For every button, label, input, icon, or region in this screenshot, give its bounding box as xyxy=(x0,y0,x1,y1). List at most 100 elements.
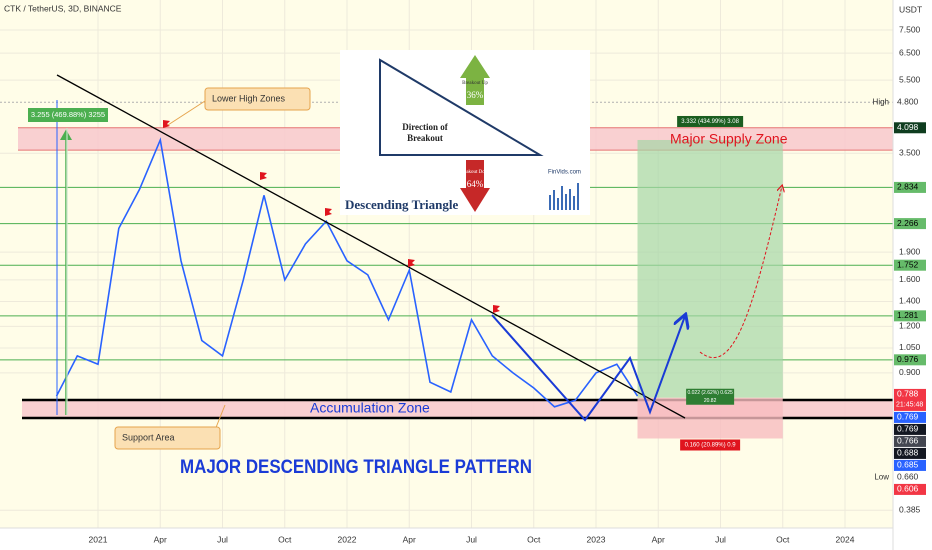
flag xyxy=(163,120,170,128)
target-label-box xyxy=(677,115,744,127)
y-tick-label: 0.900 xyxy=(899,367,921,377)
price-label: 0.685 xyxy=(897,460,919,470)
inset-text: Direction of xyxy=(402,122,449,132)
price-label-box xyxy=(894,259,926,271)
y-tick-label: 1.200 xyxy=(899,321,921,331)
price-label-box xyxy=(894,471,926,483)
x-tick-label: 2021 xyxy=(89,534,108,544)
zone-label: Accumulation Zone xyxy=(310,400,430,416)
price-label: 0.688 xyxy=(897,448,919,458)
countdown: 21:45:48 xyxy=(896,401,923,408)
price-label: 0.606 xyxy=(897,484,919,494)
x-tick-label: Oct xyxy=(776,534,790,544)
y-tick-label: 3.500 xyxy=(899,148,921,158)
y-tick-label: 0.385 xyxy=(899,505,921,515)
projection-zigzag xyxy=(491,315,685,422)
inset-text: 36% xyxy=(467,90,484,100)
y-tick-label: 1.600 xyxy=(899,274,921,284)
price-label-box xyxy=(894,459,926,471)
callout-box xyxy=(204,87,311,111)
y-tick-label: 6.500 xyxy=(899,47,921,57)
stop-label: 0.160 (20.89%) 0.9 xyxy=(685,443,737,449)
price-label-box xyxy=(894,447,926,459)
measure-label-box xyxy=(28,108,108,122)
trend-line xyxy=(56,74,686,419)
price-label-box xyxy=(894,483,926,495)
price-label-box xyxy=(894,122,926,134)
x-tick-label: Apr xyxy=(403,534,416,544)
price-label: 0.788 xyxy=(897,389,919,399)
stop-label-box xyxy=(680,439,741,451)
drawings: Lower High Zones Support Area 3.255 (469… xyxy=(28,74,782,478)
price-label: 2.834 xyxy=(897,182,919,192)
price-label-box xyxy=(894,411,926,423)
price-label-box xyxy=(894,181,926,193)
flag xyxy=(325,208,332,216)
measure-label: 3.255 (469.88%) 3255 xyxy=(31,110,105,119)
inset-down-arrow xyxy=(460,160,490,212)
inset-logo xyxy=(549,183,579,210)
price-label: 1.752 xyxy=(897,259,919,269)
callout-box xyxy=(114,426,221,450)
price-label: 0.766 xyxy=(897,436,919,446)
price-label: 1.281 xyxy=(897,310,919,320)
flags xyxy=(163,120,500,313)
x-tick-label: 2023 xyxy=(587,534,606,544)
y-tick-label: 1.050 xyxy=(899,342,921,352)
x-tick-label: 2022 xyxy=(338,534,357,544)
currency: USDT xyxy=(899,4,922,14)
price-label: 0.769 xyxy=(897,412,919,422)
price-label-box xyxy=(894,96,926,108)
callout-text: Support Area xyxy=(122,432,175,442)
callout-text: Lower High Zones xyxy=(212,93,286,103)
x-tick-label: 2024 xyxy=(836,534,855,544)
y-tick-label: 1.900 xyxy=(899,246,921,256)
x-tick-label: Jul xyxy=(466,534,477,544)
price-tag: Low xyxy=(874,473,889,482)
y-tick-label: 7.500 xyxy=(899,24,921,34)
x-tick-label: Apr xyxy=(154,534,167,544)
zone-label: Major Supply Zone xyxy=(670,130,788,146)
price-label: 0.660 xyxy=(897,472,919,482)
price-label-box xyxy=(894,218,926,230)
target-area xyxy=(637,139,783,398)
x-tick-label: Oct xyxy=(278,534,292,544)
x-tick-label: Oct xyxy=(527,534,541,544)
inset-text: 64% xyxy=(467,179,484,189)
price-label-box xyxy=(894,354,926,366)
price-tag: High xyxy=(873,97,889,106)
inset-text: Breakout Down xyxy=(459,170,491,175)
inset-text: Breakout Up xyxy=(462,81,488,86)
price-line xyxy=(55,137,639,408)
time-axis-panel xyxy=(0,528,893,550)
target-label: 3.332 (434.99%) 3.08 xyxy=(681,119,739,125)
measure-band xyxy=(66,128,68,415)
x-tick-label: Jul xyxy=(715,534,726,544)
price-label-box xyxy=(894,423,926,435)
price-label: 2.266 xyxy=(897,218,919,228)
inset-triangle xyxy=(379,58,544,156)
price-label: 0.769 xyxy=(897,424,919,434)
flag xyxy=(408,259,415,267)
inset-title: Descending Triangle xyxy=(345,197,459,212)
symbol-title: CTK / TetherUS, 3D, BINANCE xyxy=(4,3,122,13)
price-label: 4.098 xyxy=(897,122,919,132)
x-tick-label: Jul xyxy=(217,534,228,544)
price-label: 4.800 xyxy=(897,96,919,106)
inset-up-arrow xyxy=(460,55,490,105)
price-label-box xyxy=(894,388,926,411)
entry-label: 0.022 (2.62%) 0.625 xyxy=(687,390,733,396)
callout-line xyxy=(214,404,226,431)
inset-text: Breakout xyxy=(407,133,443,143)
price-label: 0.976 xyxy=(897,354,919,364)
y-tick-label: 1.400 xyxy=(899,296,921,306)
price-label-box xyxy=(894,435,926,447)
price-label-box xyxy=(894,310,926,322)
x-tick-label: Apr xyxy=(652,534,665,544)
flag xyxy=(493,305,500,313)
y-tick-label: 5.500 xyxy=(899,74,921,84)
callout-line xyxy=(167,100,206,126)
entry-label-box xyxy=(686,388,735,405)
flag xyxy=(260,172,267,180)
